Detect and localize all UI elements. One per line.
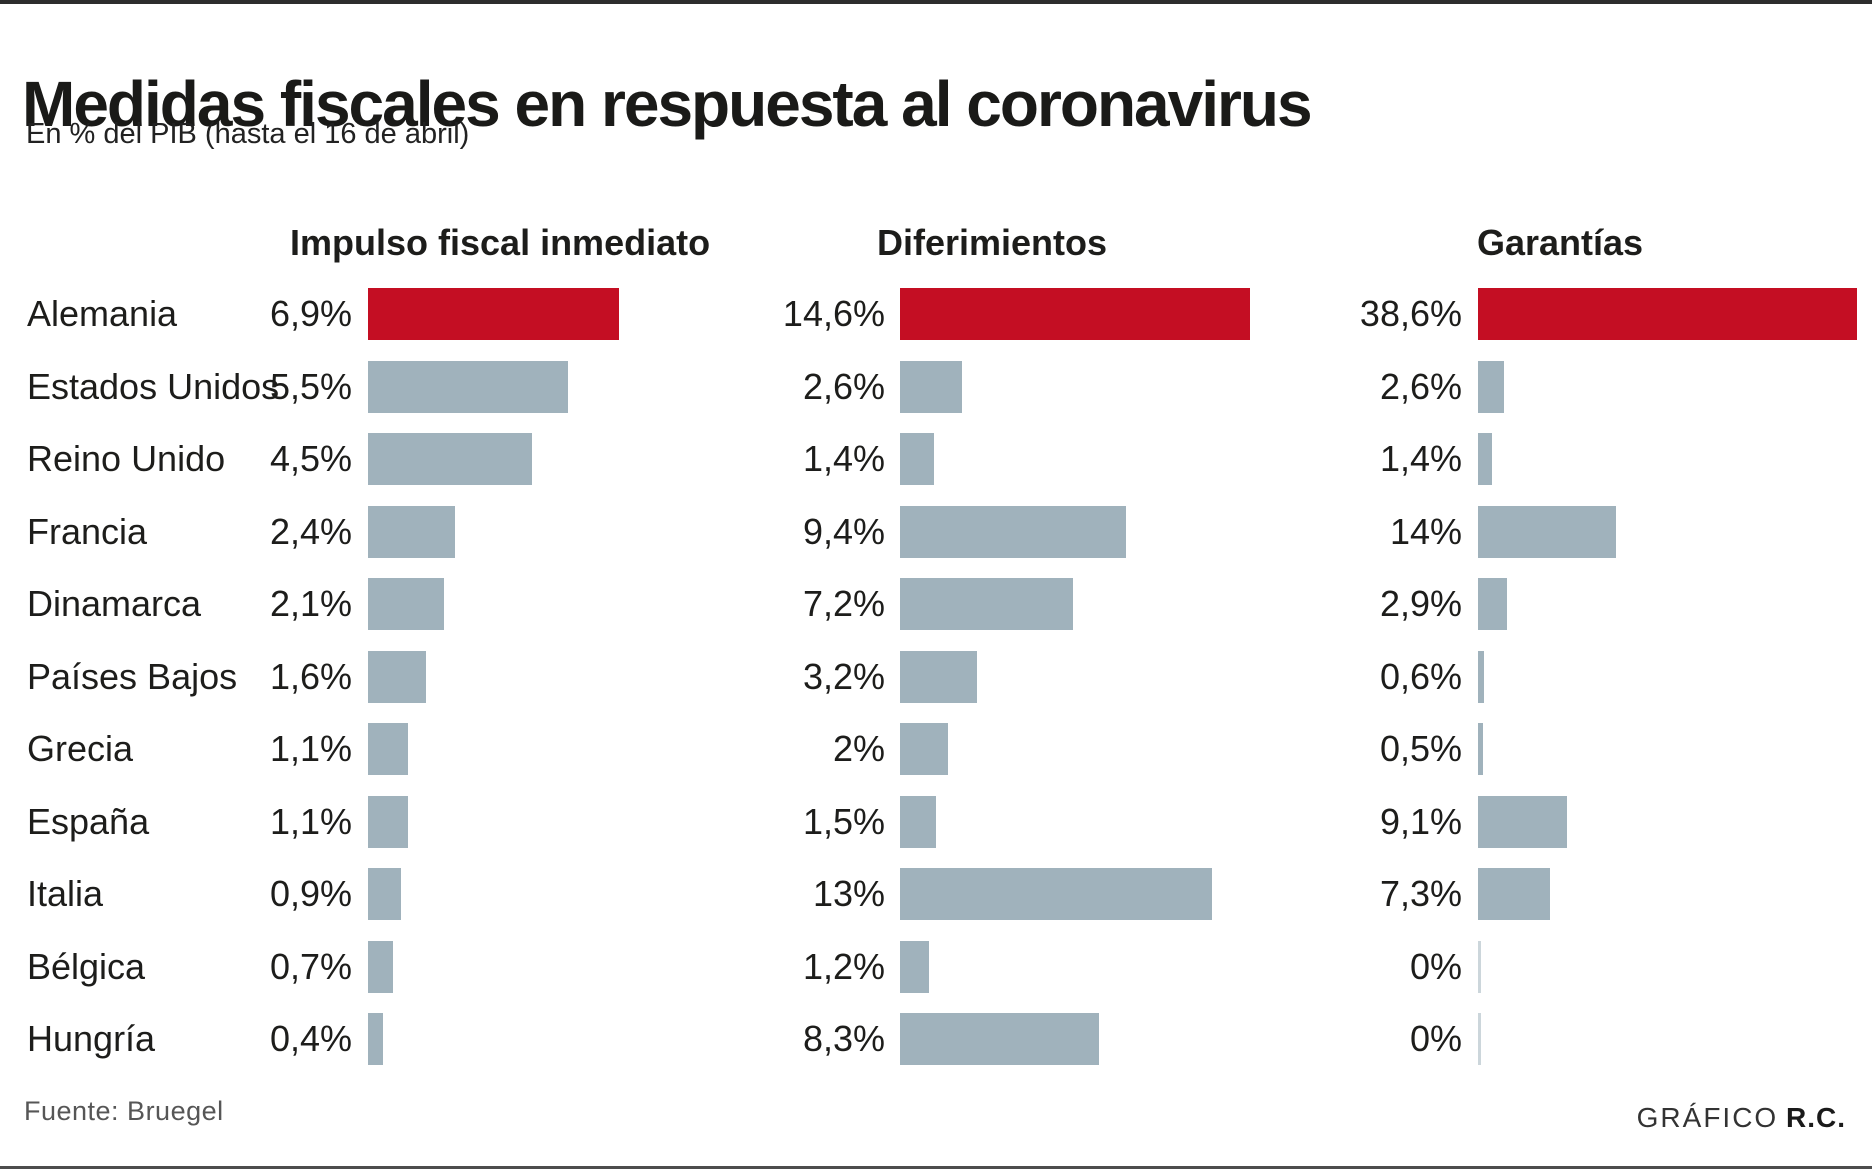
top-rule xyxy=(0,0,1872,4)
country-label-hungria: Hungría xyxy=(27,1018,156,1059)
page-title: Medidas fiscales en respuesta al coronav… xyxy=(22,67,1313,140)
bar-impulso-fiscal-inmediato-alemania xyxy=(368,288,619,340)
bar-impulso-fiscal-inmediato-estados-unidos xyxy=(368,360,568,413)
bar-impulso-fiscal-inmediato-italia xyxy=(368,868,401,920)
country-label-espana: España xyxy=(27,800,150,842)
bar-diferimientos-alemania xyxy=(900,288,1250,340)
bar-garantias-dinamarca xyxy=(1478,578,1507,630)
bar-impulso-fiscal-inmediato-dinamarca xyxy=(368,578,444,630)
value-diferimientos-francia: 9,4% xyxy=(802,510,885,552)
bottom-rule xyxy=(0,1166,1872,1169)
bar-impulso-fiscal-inmediato-espana xyxy=(368,795,408,848)
value-impulso-fiscal-inmediato-belgica: 0,7% xyxy=(269,945,352,987)
bar-diferimientos-estados-unidos xyxy=(900,360,962,413)
country-label-paises-bajos: Países Bajos xyxy=(27,655,238,697)
bar-impulso-fiscal-inmediato-paises-bajos xyxy=(368,650,426,703)
value-impulso-fiscal-inmediato-italia: 0,9% xyxy=(269,873,352,914)
column-header-diferimientos: Diferimientos xyxy=(877,222,1108,263)
bar-diferimientos-reino-unido xyxy=(900,433,934,485)
value-diferimientos-estados-unidos: 2,6% xyxy=(802,365,885,407)
value-garantias-italia: 7,3% xyxy=(1379,873,1462,914)
value-garantias-dinamarca: 2,9% xyxy=(1379,583,1462,624)
value-impulso-fiscal-inmediato-dinamarca: 2,1% xyxy=(269,583,352,624)
bar-diferimientos-belgica xyxy=(900,940,929,993)
value-garantias-hungria: 0% xyxy=(1409,1018,1462,1059)
country-label-alemania: Alemania xyxy=(27,293,178,334)
value-impulso-fiscal-inmediato-hungria: 0,4% xyxy=(269,1018,352,1059)
bar-garantias-reino-unido xyxy=(1478,433,1492,485)
credit-brand: R.C. xyxy=(1786,1102,1846,1133)
country-label-dinamarca: Dinamarca xyxy=(27,583,202,624)
bar-impulso-fiscal-inmediato-reino-unido xyxy=(368,433,532,485)
value-impulso-fiscal-inmediato-reino-unido: 4,5% xyxy=(269,438,352,479)
value-diferimientos-belgica: 1,2% xyxy=(802,945,885,987)
value-diferimientos-dinamarca: 7,2% xyxy=(802,583,885,624)
value-impulso-fiscal-inmediato-paises-bajos: 1,6% xyxy=(269,655,352,697)
value-diferimientos-reino-unido: 1,4% xyxy=(802,438,885,479)
country-label-belgica: Bélgica xyxy=(27,945,146,987)
country-label-reino-unido: Reino Unido xyxy=(27,438,226,479)
value-diferimientos-paises-bajos: 3,2% xyxy=(802,655,885,697)
value-garantias-grecia: 0,5% xyxy=(1379,728,1462,769)
credit-line: GRÁFICO R.C. xyxy=(1637,1102,1846,1134)
bar-impulso-fiscal-inmediato-belgica xyxy=(368,940,393,993)
value-diferimientos-espana: 1,5% xyxy=(802,800,885,842)
value-impulso-fiscal-inmediato-francia: 2,4% xyxy=(269,510,352,552)
bar-diferimientos-francia xyxy=(900,505,1126,558)
bar-garantias-italia xyxy=(1478,868,1550,920)
bar-impulso-fiscal-inmediato-hungria xyxy=(368,1013,383,1065)
value-diferimientos-alemania: 14,6% xyxy=(782,293,885,334)
value-impulso-fiscal-inmediato-alemania: 6,9% xyxy=(269,293,352,334)
chart-subtitle: En % del PIB (hasta el 16 de abril) xyxy=(26,118,470,150)
value-garantias-paises-bajos: 0,6% xyxy=(1379,655,1462,697)
bar-garantias-estados-unidos xyxy=(1478,360,1504,413)
value-impulso-fiscal-inmediato-estados-unidos: 5,5% xyxy=(269,365,352,407)
bar-garantias-grecia xyxy=(1478,723,1483,775)
source-note: Fuente: Bruegel xyxy=(24,1096,224,1126)
bar-diferimientos-grecia xyxy=(900,723,948,775)
bar-diferimientos-paises-bajos xyxy=(900,650,977,703)
value-diferimientos-grecia: 2% xyxy=(832,728,885,769)
bar-diferimientos-espana xyxy=(900,795,936,848)
value-impulso-fiscal-inmediato-espana: 1,1% xyxy=(269,800,352,842)
bar-impulso-fiscal-inmediato-francia xyxy=(368,505,455,558)
bar-diferimientos-hungria xyxy=(900,1013,1099,1065)
column-header-impulso: Impulso fiscal inmediato xyxy=(290,222,711,263)
credit-label: GRÁFICO xyxy=(1636,1102,1779,1133)
country-label-francia: Francia xyxy=(27,510,148,552)
bar-garantias-paises-bajos xyxy=(1478,650,1484,703)
bar-garantias-espana xyxy=(1478,795,1567,848)
value-garantias-francia: 14% xyxy=(1389,510,1462,552)
bar-impulso-fiscal-inmediato-grecia xyxy=(368,723,408,775)
bar-garantias-alemania xyxy=(1478,288,1857,340)
value-impulso-fiscal-inmediato-grecia: 1,1% xyxy=(269,728,352,769)
country-label-italia: Italia xyxy=(27,873,104,914)
value-diferimientos-hungria: 8,3% xyxy=(802,1018,885,1059)
bar-diferimientos-dinamarca xyxy=(900,578,1073,630)
value-garantias-espana: 9,1% xyxy=(1379,800,1462,842)
value-garantias-belgica: 0% xyxy=(1409,945,1462,987)
country-label-estados-unidos: Estados Unidos xyxy=(27,365,280,407)
value-garantias-reino-unido: 1,4% xyxy=(1379,438,1462,479)
value-garantias-estados-unidos: 2,6% xyxy=(1379,365,1462,407)
column-header-garantias: Garantías xyxy=(1477,222,1644,263)
bar-garantias-hungria xyxy=(1478,1013,1481,1065)
bar-diferimientos-italia xyxy=(900,868,1212,920)
country-label-grecia: Grecia xyxy=(27,728,134,769)
bar-garantias-belgica xyxy=(1478,940,1481,993)
bar-garantias-francia xyxy=(1478,505,1616,558)
value-diferimientos-italia: 13% xyxy=(812,873,885,914)
value-garantias-alemania: 38,6% xyxy=(1359,293,1462,334)
